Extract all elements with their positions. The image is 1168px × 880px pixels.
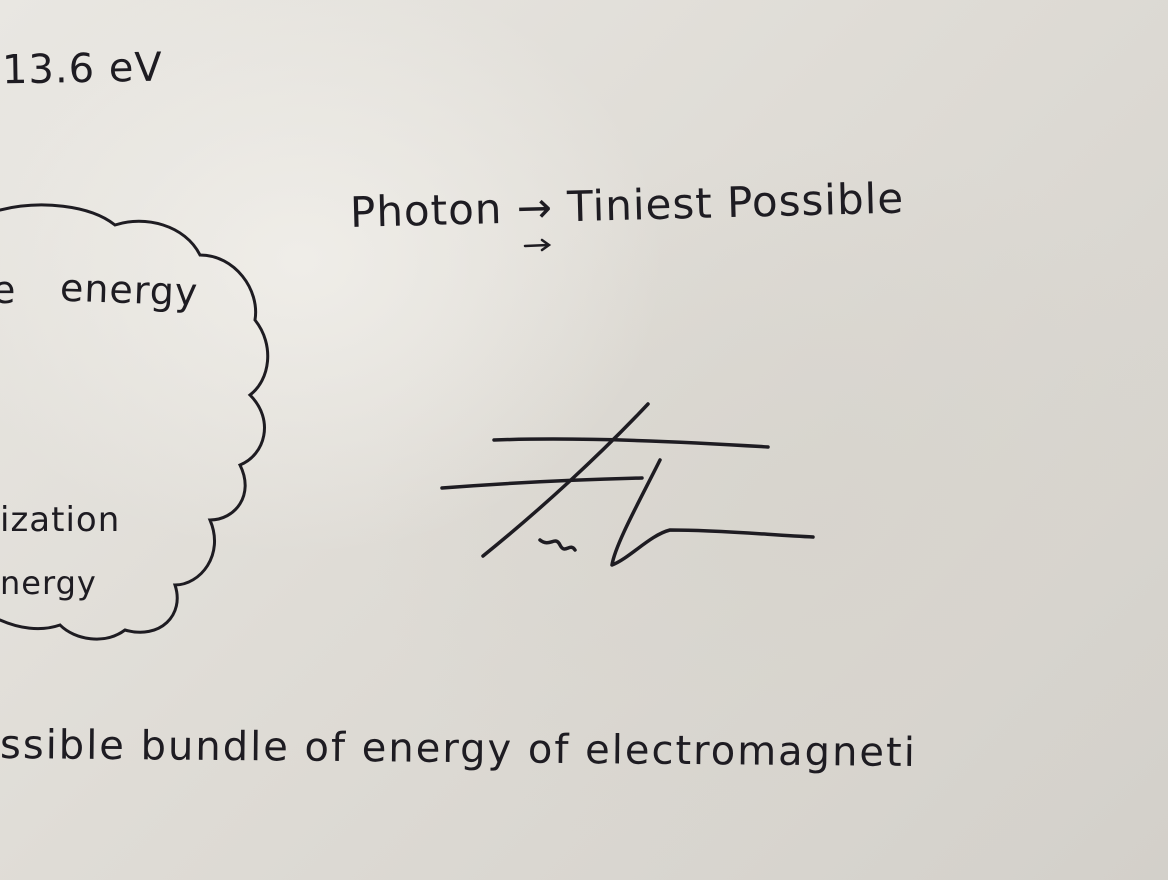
cloud-text-prefix: e <box>0 268 17 312</box>
ev-value-label: 13.6 eV <box>1 44 164 94</box>
cloud-text-nergy: nergy <box>0 564 97 602</box>
arrow-right-icon <box>523 238 552 252</box>
cloud-text-energy: energy <box>59 265 200 315</box>
cloud-text-ization: ization <box>0 500 121 540</box>
thought-cloud-outline <box>0 203 270 641</box>
signature-scribble <box>440 402 815 567</box>
definition-line: ssible bundle of energy of electromagnet… <box>0 722 918 776</box>
